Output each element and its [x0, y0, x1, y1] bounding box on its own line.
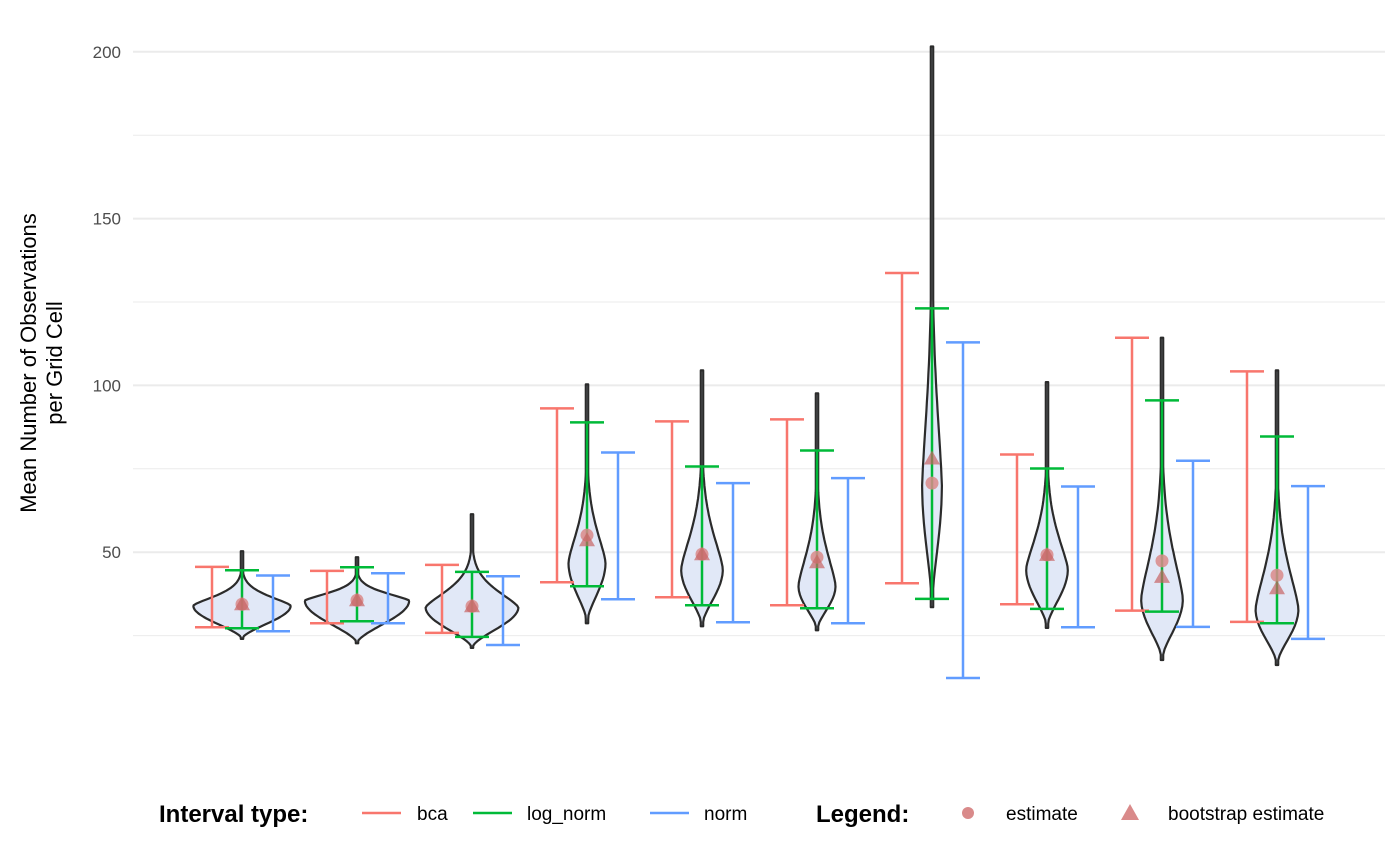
bootstrap-estimate-point — [1154, 568, 1170, 583]
errorbar-norm — [716, 481, 750, 624]
y-axis-ticks: 50 100 150 200 — [93, 43, 121, 562]
errorbar-bca — [540, 407, 574, 584]
errorbar-log_norm — [800, 449, 834, 610]
bootstrap-estimate-point — [1039, 546, 1055, 561]
legend-bca-label: bca — [417, 804, 448, 825]
errorbar-bca — [1115, 336, 1149, 612]
estimate-point — [1270, 568, 1284, 582]
estimate-point — [1155, 554, 1169, 568]
gridlines — [133, 50, 1385, 637]
legend-log-norm-label: log_norm — [527, 804, 606, 825]
bootstrap-triangle-icon — [1121, 804, 1139, 820]
legend-bootstrap-label: bootstrap estimate — [1168, 804, 1324, 825]
violin-group-7 — [885, 45, 980, 680]
errorbar-norm — [1176, 459, 1210, 629]
violin-group-2 — [303, 556, 411, 645]
bootstrap-estimate-point — [234, 596, 250, 611]
errorbar-bca — [310, 569, 344, 625]
legend: Interval type: bca log_norm norm Legend:… — [159, 801, 1324, 828]
errorbar-log_norm — [1030, 467, 1064, 611]
y-axis-title-line2: per Grid Cell — [42, 301, 67, 424]
bootstrap-estimate-point — [349, 592, 365, 607]
legend-norm-label: norm — [704, 804, 747, 825]
legend-interval-title: Interval type: — [159, 801, 308, 828]
errorbar-bca — [1000, 453, 1034, 606]
bootstrap-estimate-point — [1269, 580, 1285, 595]
errorbar-log_norm — [570, 421, 604, 588]
errorbar-norm — [831, 476, 865, 625]
violin-group-10 — [1230, 369, 1325, 667]
bootstrap-estimate-point — [924, 450, 940, 465]
y-tick-label: 100 — [93, 376, 121, 395]
errorbar-bca — [885, 271, 919, 585]
bootstrap-estimate-point — [809, 554, 825, 569]
errorbar-bca — [770, 418, 804, 607]
violin-group-9 — [1115, 336, 1210, 662]
violin-group-8 — [1000, 381, 1095, 629]
errorbar-norm — [256, 574, 290, 633]
y-tick-label: 50 — [102, 543, 121, 562]
errorbar-norm — [1291, 484, 1325, 641]
violin-group-3 — [424, 513, 520, 649]
estimate-circle-icon — [962, 807, 974, 819]
violin-group-6 — [770, 392, 865, 632]
errorbar-norm — [1061, 485, 1095, 629]
bootstrap-estimate-point — [464, 598, 480, 613]
bootstrap-estimate-point — [579, 532, 595, 547]
errorbar-bca — [1230, 370, 1264, 624]
violin-group-4 — [540, 383, 635, 625]
errorbar-log_norm — [685, 465, 719, 607]
errorbar-bca — [195, 565, 229, 629]
violin-groups — [192, 45, 1325, 680]
errorbar-norm — [486, 574, 520, 647]
bootstrap-estimate-point — [694, 546, 710, 561]
errorbar-norm — [601, 451, 635, 601]
violin-group-1 — [192, 550, 292, 640]
errorbar-bca — [655, 420, 689, 599]
estimate-point — [925, 476, 939, 490]
errorbar-norm — [371, 571, 405, 625]
violin-group-5 — [655, 369, 750, 628]
y-axis-title: Mean Number of Observations per Grid Cel… — [16, 213, 67, 513]
errorbar-norm — [946, 341, 980, 680]
y-tick-label: 150 — [93, 210, 121, 229]
legend-points-title: Legend: — [816, 801, 909, 828]
y-tick-label: 200 — [93, 43, 121, 62]
y-axis-title-line1: Mean Number of Observations — [16, 213, 41, 513]
errorbar-bca — [425, 563, 459, 635]
legend-estimate-label: estimate — [1006, 804, 1078, 825]
